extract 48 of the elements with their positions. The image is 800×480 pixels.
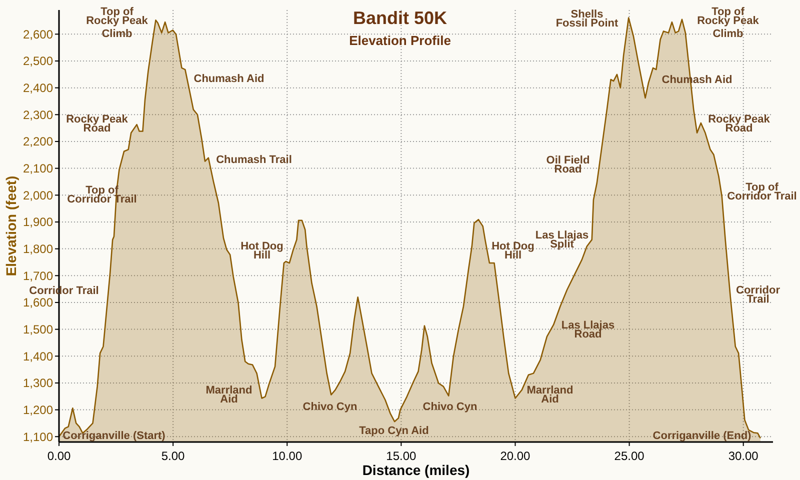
annotation: Chivo Cyn — [302, 400, 358, 413]
x-axis-title: Distance (miles) — [362, 462, 470, 478]
x-tick-label: 10.00 — [272, 449, 302, 463]
annotation: Las Llajas Split — [535, 229, 589, 250]
annotation: Shells Fossil Point — [556, 8, 618, 30]
annotation: Corriganville (Start) — [62, 430, 166, 442]
annotation: Marrland Aid — [526, 384, 574, 406]
annotation: Top of Corridor Trail — [727, 181, 797, 202]
y-tick-label: 2,300 — [22, 108, 54, 122]
y-tick-label: 1,200 — [22, 403, 54, 417]
annotation: Tapo Cyn Aid — [359, 424, 429, 437]
y-tick-label: 2,000 — [22, 188, 54, 202]
y-tick-label: 2,500 — [22, 54, 54, 68]
y-tick-label: 1,700 — [22, 268, 54, 283]
y-tick-label: 1,500 — [22, 322, 54, 337]
annotation: Rocky Peak Road — [708, 113, 771, 134]
x-tick-label: 25.00 — [614, 449, 645, 463]
y-tick-label: 2,400 — [22, 81, 54, 96]
y-tick-label: 2,100 — [22, 162, 54, 176]
y-tick-label: 1,900 — [22, 215, 54, 230]
y-tick-label: 1,800 — [22, 242, 54, 256]
annotation: Corriganville (End) — [652, 430, 752, 442]
text: Elevation Profile — [349, 33, 451, 48]
annotation: Oil Field Road — [546, 154, 590, 176]
annotation: Hot Dog Hill — [492, 240, 534, 262]
annotation: Top of Rocky Peak Climb — [697, 6, 760, 40]
y-tick-label: 1,300 — [22, 376, 54, 390]
annotation: Chumash Trail — [216, 154, 292, 166]
annotation: Chumash Aid — [194, 72, 264, 85]
y-tick-label: 1,400 — [22, 349, 54, 364]
annotation: Las Llajas Road — [561, 319, 615, 340]
chart-title: Bandit 50K — [352, 8, 448, 28]
annotation: Top of Rocky Peak Climb — [86, 6, 149, 40]
annotation: Hot Dog Hill — [240, 240, 284, 262]
annotation: Marrland Aid — [206, 384, 252, 406]
y-tick-label: 2,200 — [22, 134, 54, 149]
x-tick-label: 15.00 — [386, 449, 417, 463]
x-tick-label: 30.00 — [728, 449, 759, 463]
annotation: Corridor Trail — [736, 284, 781, 306]
annotation: Rocky Peak Road — [66, 113, 129, 134]
annotation: Chivo Cyn — [422, 400, 478, 413]
x-tick-label: 5.00 — [161, 449, 186, 463]
y-axis-title: Elevation (feet) — [3, 176, 19, 276]
y-tick-label: 2,600 — [22, 27, 54, 42]
x-tick-label: 0.00 — [47, 449, 71, 463]
x-tick-label: 20.00 — [500, 449, 531, 463]
y-tick-label: 1,100 — [22, 430, 54, 444]
y-tick-label: 1,600 — [22, 296, 54, 310]
